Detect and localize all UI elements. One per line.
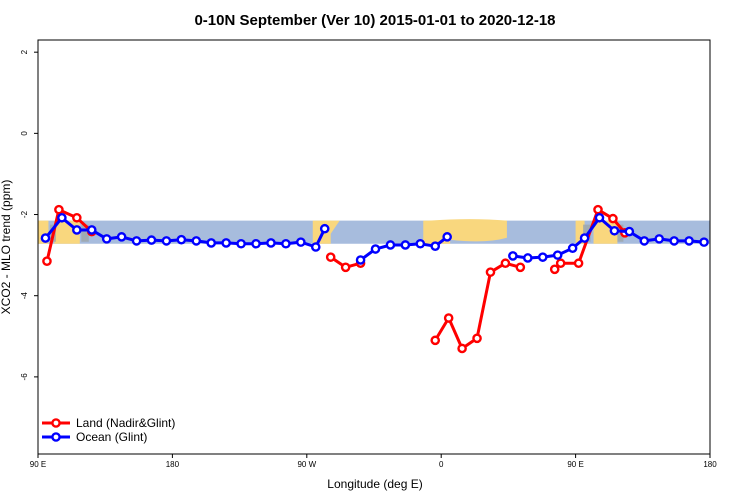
- ocean-data-point: [131, 236, 142, 246]
- ocean-data-point: [236, 238, 246, 249]
- ocean-data-point: [266, 238, 276, 248]
- ocean-data-point: [579, 233, 590, 243]
- land-data-point: [457, 343, 467, 354]
- x-tick-label: 90 E: [567, 460, 583, 469]
- land-patch: [575, 220, 585, 244]
- ocean-data-point: [385, 240, 396, 250]
- y-tick-label: -2: [20, 210, 29, 218]
- land-data-point: [443, 313, 454, 323]
- x-tick-label: 90 W: [297, 460, 316, 469]
- land-data-point: [500, 258, 511, 269]
- ocean-data-point: [699, 237, 709, 247]
- land-data-point: [573, 258, 584, 269]
- land-patch: [38, 220, 49, 244]
- ocean-data-point: [72, 225, 82, 235]
- x-tick-label: 180: [703, 460, 717, 469]
- ocean-data-point: [624, 226, 635, 237]
- ocean-data-point: [442, 232, 452, 242]
- ocean-data-point: [523, 253, 533, 263]
- plot-frame: [37, 39, 711, 455]
- land-data-point: [549, 264, 560, 275]
- land-data-point: [430, 335, 441, 346]
- x-tick-label: 90 E: [30, 460, 46, 469]
- chart-title: 0-10N September (Ver 10) 2015-01-01 to 2…: [194, 12, 555, 29]
- x-tick-label: 180: [166, 460, 180, 469]
- ocean-data-point: [251, 238, 261, 249]
- legend-label-land: Land (Nadir&Glint): [76, 416, 175, 430]
- ocean-data-point: [669, 236, 679, 246]
- land-data-point: [325, 252, 336, 262]
- ocean-data-point: [161, 236, 172, 246]
- ocean-band: [38, 220, 710, 244]
- x-axis-title: Longitude (deg E): [327, 477, 422, 491]
- land-patch: [324, 220, 340, 234]
- ocean-data-point: [415, 238, 426, 249]
- ocean-data-point: [639, 236, 650, 246]
- ocean-data-point: [319, 223, 330, 234]
- ocean-data-point: [40, 233, 51, 243]
- ocean-data-point: [552, 250, 563, 260]
- land-data-point: [555, 258, 566, 269]
- y-tick-label: -6: [20, 373, 29, 381]
- ocean-data-point: [116, 232, 127, 242]
- legend: Land (Nadir&Glint) Ocean (Glint): [42, 416, 175, 444]
- ocean-data-point: [654, 234, 665, 244]
- ocean-data-point: [609, 225, 620, 236]
- ocean-data-point: [146, 235, 157, 245]
- legend-marker-land: [51, 418, 61, 428]
- legend-marker-ocean: [51, 432, 61, 442]
- y-axis-title: XCO2 - MLO trend (ppm): [0, 180, 13, 315]
- ocean-data-point: [684, 236, 694, 246]
- x-axis: 90 E 180 90 W 0 90 E 180: [30, 454, 717, 469]
- ocean-data-point: [430, 241, 441, 251]
- land-data-point: [72, 212, 82, 223]
- land-data-point: [593, 204, 603, 215]
- ocean-data-point: [400, 240, 411, 250]
- ocean-data-point: [508, 251, 518, 261]
- land-data-point: [54, 204, 64, 215]
- y-tick-label: -4: [20, 292, 29, 300]
- ocean-data-point: [537, 252, 548, 262]
- ocean-data-point: [176, 234, 187, 245]
- ocean-data-point: [57, 212, 67, 223]
- legend-label-ocean: Ocean (Glint): [76, 430, 147, 444]
- series-layer: [40, 204, 709, 354]
- y-axis: 2 0 -2 -4 -6: [20, 49, 38, 380]
- ocean-data-point: [296, 237, 306, 247]
- ocean-data-point: [206, 238, 217, 248]
- ocean-data-point: [594, 212, 605, 223]
- land-data-point: [608, 213, 618, 224]
- y-tick-label: 0: [20, 131, 29, 136]
- ocean-data-point: [221, 238, 231, 248]
- land-data-point: [472, 333, 482, 344]
- ocean-data-point: [310, 242, 321, 252]
- island-patch: [81, 224, 89, 242]
- x-tick-label: 0: [439, 460, 444, 469]
- ocean-data-point: [86, 225, 97, 235]
- y-tick-label: 2: [20, 49, 29, 54]
- ocean-data-point: [370, 244, 381, 254]
- ocean-data-point: [191, 236, 202, 246]
- land-data-point: [485, 267, 496, 277]
- land-data-point: [340, 262, 351, 273]
- ocean-data-point: [567, 243, 578, 254]
- land-data-point: [515, 262, 526, 273]
- land-data-point: [42, 256, 52, 267]
- land-series-line: [45, 208, 93, 262]
- ocean-data-point: [355, 255, 366, 265]
- ocean-data-point: [281, 238, 291, 249]
- ocean-data-point: [101, 234, 112, 244]
